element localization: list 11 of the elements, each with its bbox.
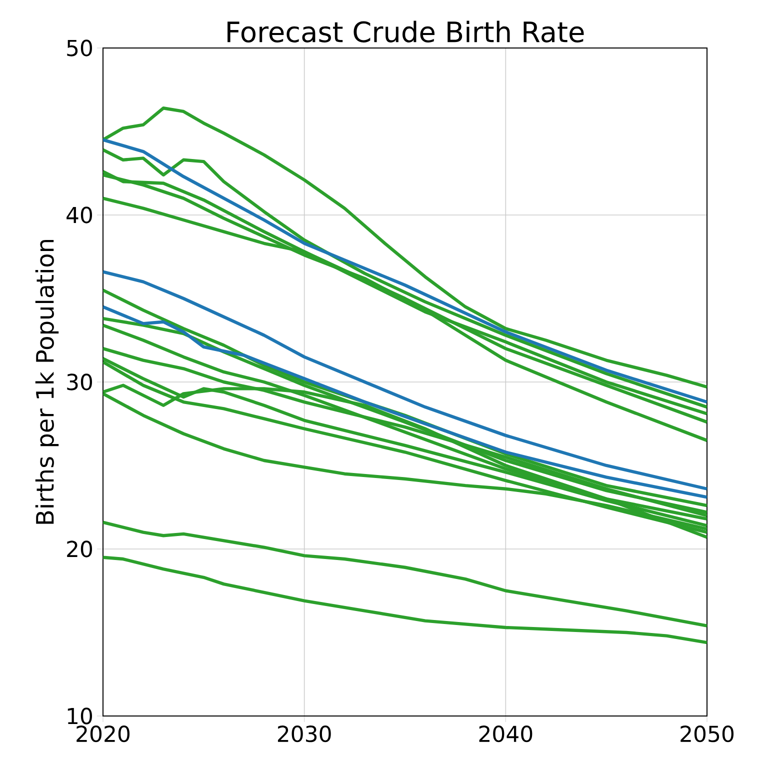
y-tick-label: 30: [67, 374, 92, 390]
x-tick-label: 2020: [76, 726, 130, 742]
x-tick-label: 2040: [479, 726, 532, 742]
chart-title: Forecast Crude Birth Rate: [228, 20, 584, 42]
y-tick-label: 50: [67, 40, 92, 56]
y-axis-title: Births per 1k Population: [35, 240, 59, 524]
y-tick-label: 20: [67, 540, 92, 558]
x-tick-label: 2050: [680, 726, 734, 742]
x-tick-label: 2030: [278, 726, 331, 742]
y-tick-label: 40: [66, 206, 92, 224]
y-tick-label: 10: [68, 708, 92, 724]
